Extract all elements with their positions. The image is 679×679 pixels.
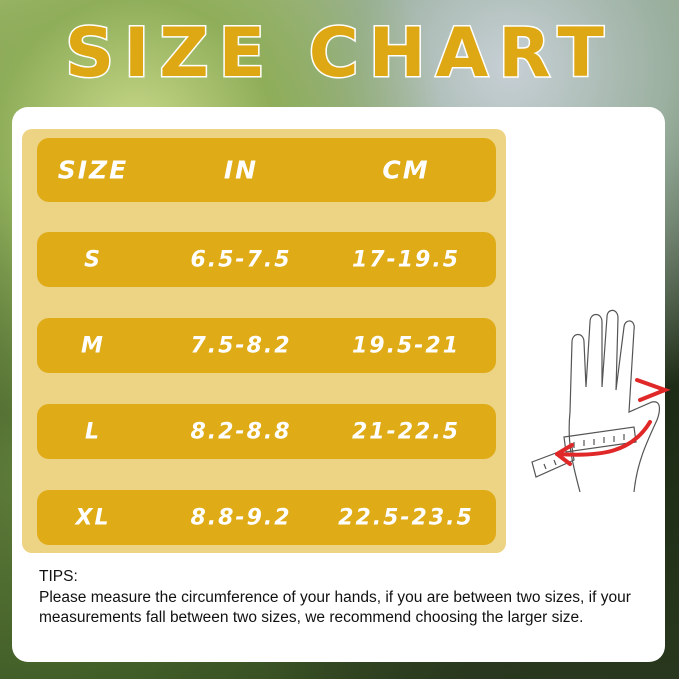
page-title: SIZE CHART bbox=[64, 13, 614, 95]
tips-label: TIPS: bbox=[39, 568, 78, 585]
tips-section: TIPS: Please measure the circumference o… bbox=[39, 567, 649, 629]
table-row: XL 8.8-9.2 22.5-23.5 bbox=[37, 490, 496, 545]
cell-cm: 22.5-23.5 bbox=[338, 505, 474, 530]
cell-in: 7.5-8.2 bbox=[190, 333, 292, 358]
cell-in: 6.5-7.5 bbox=[190, 247, 292, 272]
tips-text: Please measure the circumference of your… bbox=[39, 588, 631, 627]
table-row: L 8.2-8.8 21-22.5 bbox=[37, 404, 496, 459]
cell-size: L bbox=[84, 419, 102, 444]
size-table: SIZE IN CM S 6.5-7.5 17-19.5 M 7.5-8.2 1… bbox=[22, 129, 506, 553]
table-header: SIZE IN CM bbox=[37, 138, 496, 202]
hand-measuring-tape-icon bbox=[531, 309, 671, 493]
cell-in: 8.8-9.2 bbox=[190, 505, 292, 530]
cell-in: 8.2-8.8 bbox=[190, 419, 292, 444]
cell-cm: 19.5-21 bbox=[351, 333, 461, 358]
cell-size: S bbox=[84, 247, 102, 272]
cell-size: XL bbox=[75, 505, 111, 530]
size-chart-card: SIZE IN CM S 6.5-7.5 17-19.5 M 7.5-8.2 1… bbox=[12, 107, 671, 662]
cell-size: M bbox=[81, 333, 105, 358]
cell-cm: 21-22.5 bbox=[351, 419, 461, 444]
header-in: IN bbox=[223, 155, 259, 185]
cell-cm: 17-19.5 bbox=[351, 247, 461, 272]
table-row: M 7.5-8.2 19.5-21 bbox=[37, 318, 496, 373]
header-cm: CM bbox=[382, 155, 430, 185]
table-row: S 6.5-7.5 17-19.5 bbox=[37, 232, 496, 287]
header-size: SIZE bbox=[57, 155, 129, 185]
